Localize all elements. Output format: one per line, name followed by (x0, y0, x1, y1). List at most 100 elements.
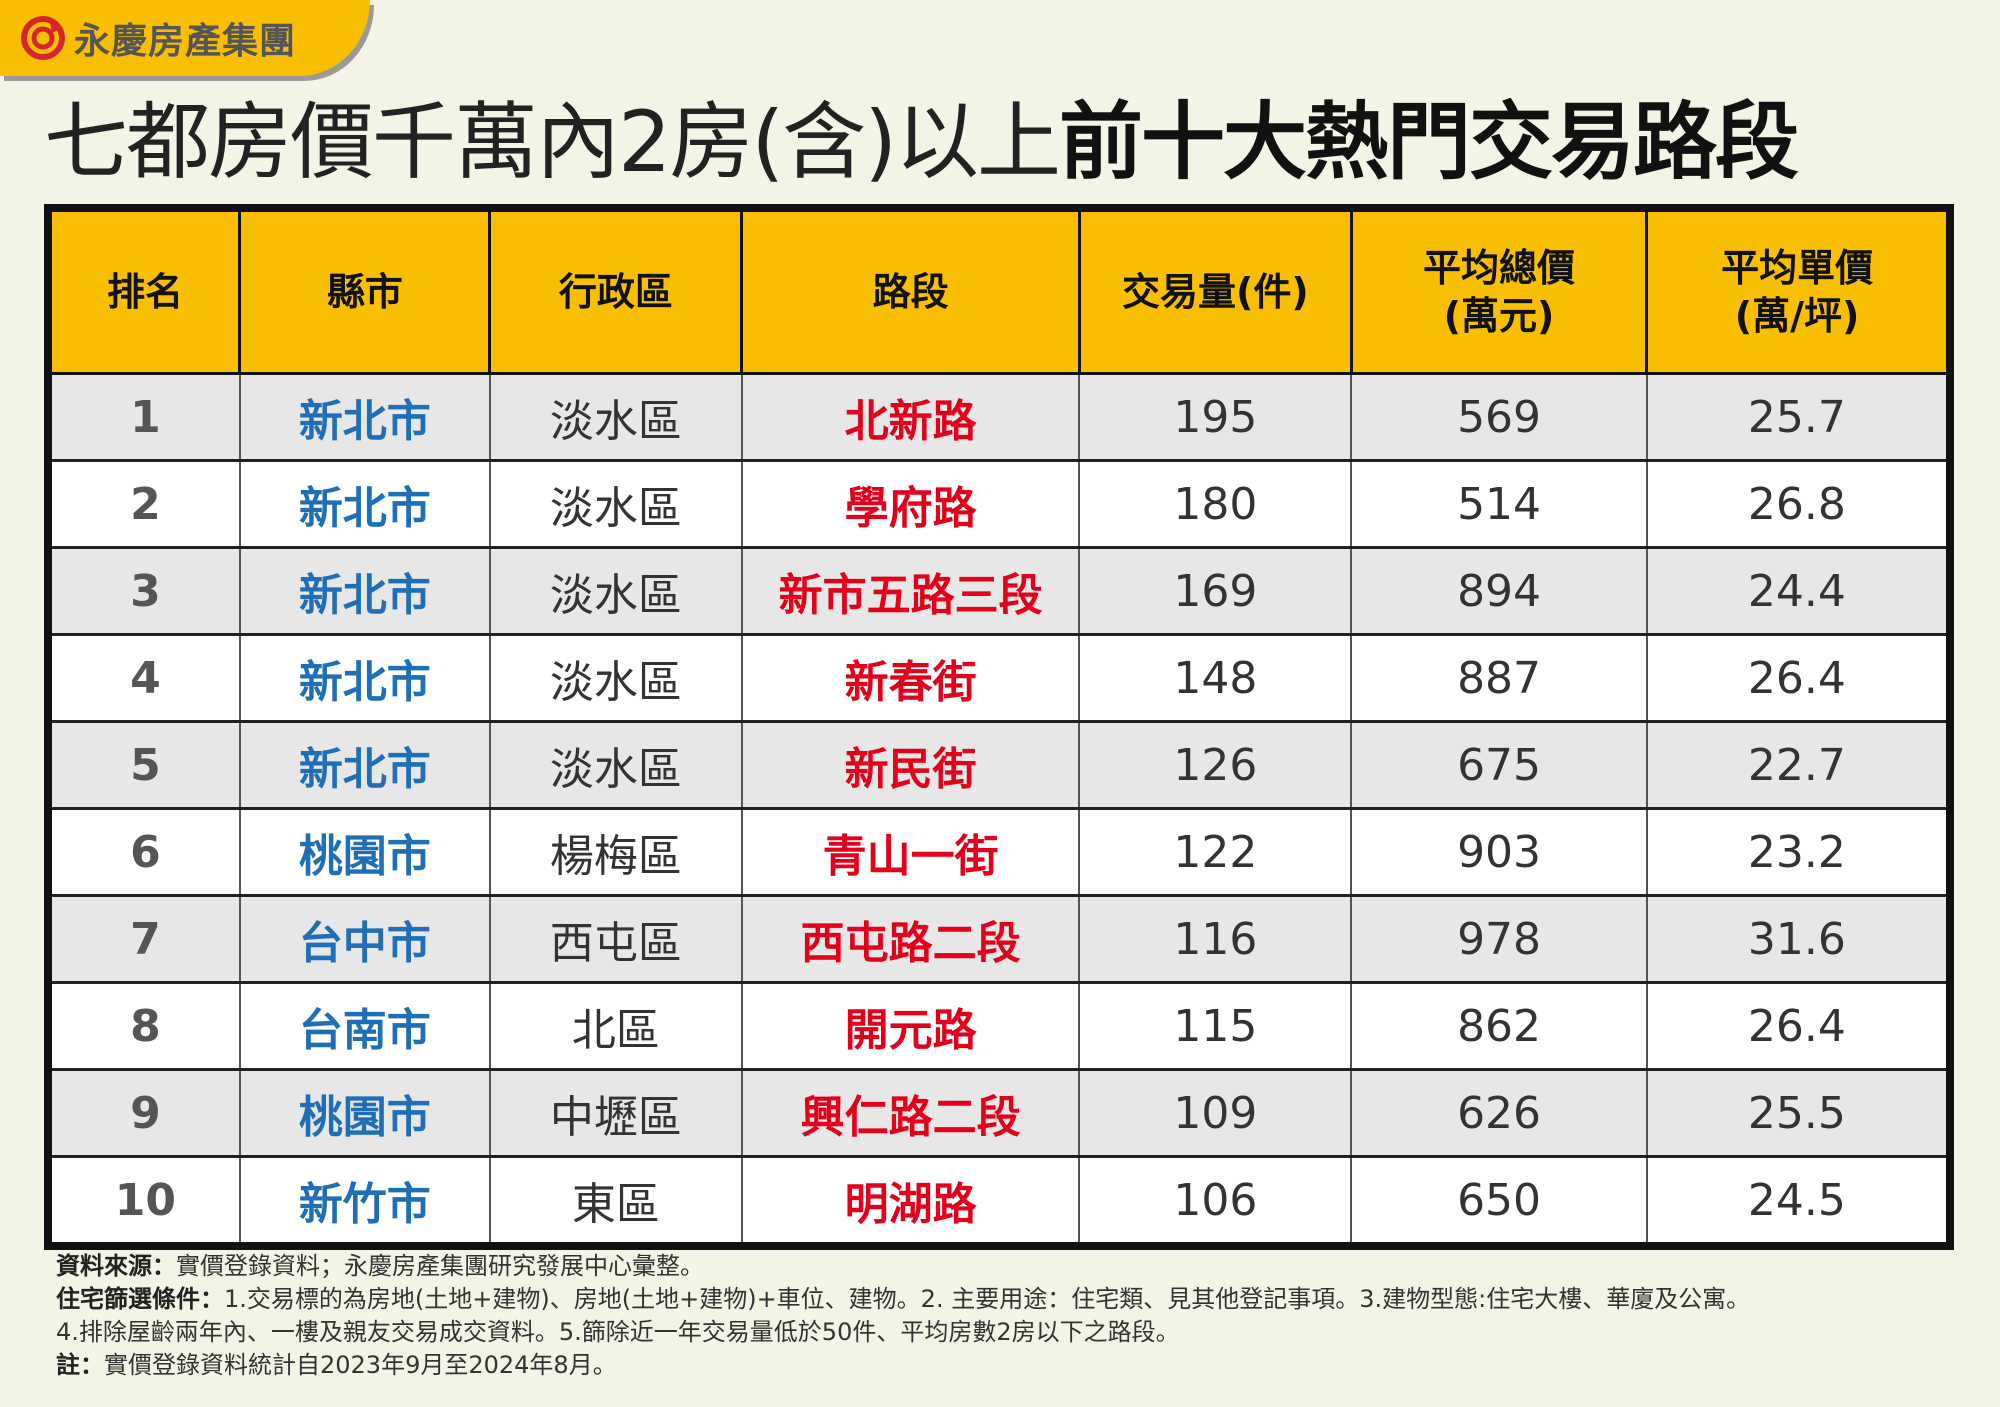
cell-road: 北新路 (740, 372, 1081, 462)
cell-road: 學府路 (740, 459, 1081, 549)
cell-city: 桃園市 (238, 1068, 491, 1158)
cell-city: 新竹市 (238, 1155, 491, 1248)
cell-rank: 5 (47, 720, 241, 810)
cell-district: 北區 (488, 981, 743, 1071)
cell-avg-total: 626 (1350, 1068, 1648, 1158)
cell-avg-total: 675 (1350, 720, 1648, 810)
cell-volume: 122 (1078, 807, 1353, 897)
cell-volume: 116 (1078, 894, 1353, 984)
cell-district: 淡水區 (488, 720, 743, 810)
cell-district: 楊梅區 (488, 807, 743, 897)
cell-rank: 7 (47, 894, 241, 984)
column-header: 路段 (740, 206, 1081, 375)
cell-avg-unit: 25.7 (1645, 372, 1952, 462)
cell-road: 新春街 (740, 633, 1081, 723)
cell-volume: 180 (1078, 459, 1353, 549)
cell-city: 新北市 (238, 372, 491, 462)
cell-rank: 2 (47, 459, 241, 549)
cell-avg-total: 569 (1350, 372, 1648, 462)
table-row: 9 桃園市 中壢區 興仁路二段 109 626 25.5 (47, 1068, 1952, 1158)
cell-district: 西屯區 (488, 894, 743, 984)
cell-volume: 115 (1078, 981, 1353, 1071)
cell-avg-unit: 22.7 (1645, 720, 1952, 810)
cell-avg-unit: 26.8 (1645, 459, 1952, 549)
table-row: 7 台中市 西屯區 西屯路二段 116 978 31.6 (47, 894, 1952, 984)
cell-volume: 109 (1078, 1068, 1353, 1158)
cell-rank: 6 (47, 807, 241, 897)
cell-rank: 10 (47, 1155, 241, 1248)
cell-road: 新民街 (740, 720, 1081, 810)
cell-road: 西屯路二段 (740, 894, 1081, 984)
cell-city: 台中市 (238, 894, 491, 984)
cell-avg-total: 650 (1350, 1155, 1648, 1248)
cell-district: 淡水區 (488, 459, 743, 549)
cell-avg-unit: 31.6 (1645, 894, 1952, 984)
table-row: 4 新北市 淡水區 新春街 148 887 26.4 (47, 633, 1952, 723)
title-bold: 前十大熱門交易路段 (1059, 93, 1799, 191)
note-label: 註： (56, 1351, 104, 1379)
column-header: 排名 (46, 206, 242, 375)
criteria-label: 住宅篩選條件： (56, 1285, 224, 1313)
cell-city: 新北市 (238, 633, 491, 723)
cell-road: 興仁路二段 (740, 1068, 1081, 1158)
table-row: 10 新竹市 東區 明湖路 106 650 24.5 (47, 1155, 1952, 1248)
cell-city: 桃園市 (238, 807, 491, 897)
cell-road: 開元路 (740, 981, 1081, 1071)
footer-notes: 資料來源：實價登錄資料；永慶房產集團研究發展中心彙整。 住宅篩選條件：1.交易標… (56, 1250, 1750, 1382)
cell-avg-unit: 26.4 (1645, 633, 1952, 723)
cell-avg-unit: 24.4 (1645, 546, 1952, 636)
cell-volume: 169 (1078, 546, 1353, 636)
source-line: 資料來源：實價登錄資料；永慶房產集團研究發展中心彙整。 (56, 1250, 1750, 1283)
cell-district: 淡水區 (488, 372, 743, 462)
page-title: 七都房價千萬內2房(含)以上前十大熱門交易路段 (44, 92, 1799, 192)
column-header: 交易量(件) (1077, 206, 1353, 375)
cell-avg-unit: 24.5 (1645, 1155, 1952, 1248)
cell-rank: 3 (47, 546, 241, 636)
brand-name: 永慶房產集團 (74, 21, 297, 62)
column-header: 平均總價 (萬元) (1349, 206, 1649, 375)
column-header: 縣市 (238, 206, 492, 375)
cell-avg-total: 862 (1350, 981, 1648, 1071)
criteria-line-2: 4.排除屋齡兩年內、一樓及親友交易成交資料。5.篩除近一年交易量低於50件、平均… (56, 1318, 1180, 1346)
table-header: 排名 縣市 行政區 路段 交易量(件) 平均總價 (萬元) 平均單價 (萬/坪) (46, 206, 1952, 375)
cell-district: 淡水區 (488, 633, 743, 723)
cell-rank: 8 (47, 981, 241, 1071)
cell-avg-unit: 23.2 (1645, 807, 1952, 897)
cell-city: 台南市 (238, 981, 491, 1071)
table-row: 5 新北市 淡水區 新民街 126 675 22.7 (47, 720, 1952, 810)
cell-road: 青山一街 (740, 807, 1081, 897)
cell-avg-total: 887 (1350, 633, 1648, 723)
table-row: 1 新北市 淡水區 北新路 195 569 25.7 (47, 372, 1952, 462)
cell-city: 新北市 (238, 720, 491, 810)
cell-district: 東區 (488, 1155, 743, 1248)
source-text: 實價登錄資料；永慶房產集團研究發展中心彙整。 (176, 1252, 704, 1280)
cell-volume: 106 (1078, 1155, 1353, 1248)
criteria-line: 住宅篩選條件：1.交易標的為房地(土地+建物)、房地(土地+建物)+車位、建物。… (56, 1283, 1750, 1316)
cell-district: 淡水區 (488, 546, 743, 636)
source-label: 資料來源： (56, 1252, 176, 1280)
cell-volume: 148 (1078, 633, 1353, 723)
table-row: 2 新北市 淡水區 學府路 180 514 26.8 (47, 459, 1952, 549)
table-row: 6 桃園市 楊梅區 青山一街 122 903 23.2 (47, 807, 1952, 897)
title-light: 七都房價千萬內2房(含)以上 (44, 93, 1061, 191)
cell-avg-total: 514 (1350, 459, 1648, 549)
brand-banner: 永慶房產集團 (0, 0, 370, 76)
column-header: 行政區 (488, 206, 744, 375)
column-header: 平均單價 (萬/坪) (1645, 206, 1952, 375)
table-row: 3 新北市 淡水區 新市五路三段 169 894 24.4 (47, 546, 1952, 636)
cell-rank: 1 (47, 372, 241, 462)
cell-avg-unit: 25.5 (1645, 1068, 1952, 1158)
cell-avg-total: 978 (1350, 894, 1648, 984)
cell-district: 中壢區 (488, 1068, 743, 1158)
cell-road: 新市五路三段 (740, 546, 1081, 636)
criteria-text: 1.交易標的為房地(土地+建物)、房地(土地+建物)+車位、建物。2. 主要用途… (224, 1285, 1751, 1313)
cell-avg-total: 894 (1350, 546, 1648, 636)
table-row: 8 台南市 北區 開元路 115 862 26.4 (47, 981, 1952, 1071)
cell-avg-total: 903 (1350, 807, 1648, 897)
cell-rank: 4 (47, 633, 241, 723)
note-line: 註：實價登錄資料統計自2023年9月至2024年8月。 (56, 1349, 1750, 1382)
brand-logo-icon (21, 16, 65, 60)
ranking-table: 排名 縣市 行政區 路段 交易量(件) 平均總價 (萬元) 平均單價 (萬/坪) 1 新北市淡… (44, 204, 1954, 1250)
cell-avg-unit: 26.4 (1645, 981, 1952, 1071)
cell-volume: 195 (1078, 372, 1353, 462)
